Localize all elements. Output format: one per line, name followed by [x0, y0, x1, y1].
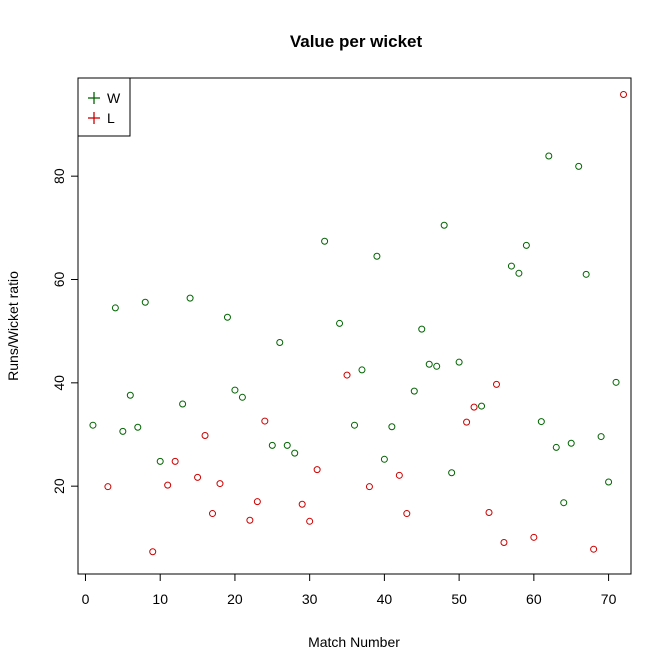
x-tick-label: 70 [601, 591, 617, 607]
point-w [425, 360, 433, 368]
point-l [201, 432, 209, 440]
x-axis: 0 10 20 30 40 50 60 70 [82, 573, 617, 607]
point-l [403, 510, 411, 518]
x-tick-label: 10 [152, 591, 168, 607]
point-l [313, 466, 321, 474]
point-w [448, 469, 456, 477]
y-tick-label: 20 [51, 478, 67, 494]
legend-label-l: L [107, 110, 115, 126]
point-l [500, 538, 508, 546]
point-l [343, 371, 351, 379]
point-l [209, 510, 217, 518]
point-w [440, 221, 448, 229]
point-l [194, 473, 202, 481]
point-l [620, 91, 628, 99]
point-w [119, 427, 127, 435]
point-w [537, 418, 545, 426]
point-l [216, 480, 224, 488]
point-l [395, 471, 403, 479]
point-w [418, 325, 426, 333]
point-l [470, 403, 478, 411]
point-w [597, 433, 605, 441]
point-w [545, 152, 553, 160]
point-w [351, 421, 358, 429]
point-w [89, 421, 97, 429]
point-w [507, 262, 515, 270]
y-tick-label: 80 [51, 168, 67, 184]
x-tick-label: 30 [302, 591, 318, 607]
data-points [89, 91, 628, 556]
point-l [492, 380, 500, 388]
point-w [358, 366, 366, 374]
point-w [552, 443, 560, 451]
legend-label-w: W [107, 90, 121, 106]
point-w [238, 393, 246, 401]
point-w [186, 294, 194, 302]
point-w [179, 400, 187, 408]
x-tick-label: 40 [377, 591, 393, 607]
point-w [612, 378, 620, 386]
point-w [515, 269, 523, 277]
point-l [590, 545, 598, 553]
point-w [141, 298, 149, 306]
point-w [283, 441, 291, 449]
point-w [582, 270, 590, 278]
point-w [126, 391, 134, 399]
point-w [455, 358, 463, 366]
point-w [478, 402, 486, 410]
y-tick-label: 40 [51, 375, 67, 391]
point-l [298, 500, 306, 508]
point-l [246, 516, 254, 524]
point-w [433, 362, 441, 370]
point-w [336, 319, 344, 327]
point-w [560, 499, 568, 507]
point-w [321, 237, 329, 245]
point-w [410, 387, 418, 395]
point-l [171, 457, 179, 465]
point-l [530, 533, 538, 541]
point-w [291, 449, 299, 457]
point-l [164, 481, 172, 489]
point-l [306, 517, 314, 525]
legend: WL [77, 77, 131, 137]
point-w [276, 339, 284, 347]
point-w [575, 162, 583, 170]
point-w [134, 423, 142, 431]
plot-frame [77, 77, 632, 575]
point-w [156, 457, 164, 465]
point-w [223, 313, 231, 321]
point-l [365, 483, 373, 491]
point-w [522, 241, 530, 249]
legend-box [77, 77, 131, 137]
point-l [463, 418, 471, 426]
x-tick-label: 60 [526, 591, 542, 607]
point-w [268, 441, 276, 449]
y-axis-label: Runs/Wicket ratio [5, 271, 21, 381]
y-axis: 20 40 60 80 [51, 168, 79, 494]
point-l [253, 498, 261, 506]
x-tick-label: 50 [451, 591, 467, 607]
point-l [261, 417, 269, 425]
point-w [388, 423, 396, 431]
point-w [111, 304, 119, 312]
point-l [485, 509, 493, 517]
point-w [380, 455, 388, 463]
point-w [605, 478, 613, 486]
point-w [231, 386, 239, 394]
x-axis-label: Match Number [308, 634, 400, 650]
y-tick-label: 60 [51, 272, 67, 288]
x-tick-label: 0 [82, 591, 90, 607]
x-tick-label: 20 [227, 591, 243, 607]
point-w [373, 252, 381, 260]
point-w [567, 439, 575, 447]
chart-title: Value per wicket [290, 32, 423, 51]
point-l [104, 483, 112, 491]
point-l [149, 548, 157, 556]
